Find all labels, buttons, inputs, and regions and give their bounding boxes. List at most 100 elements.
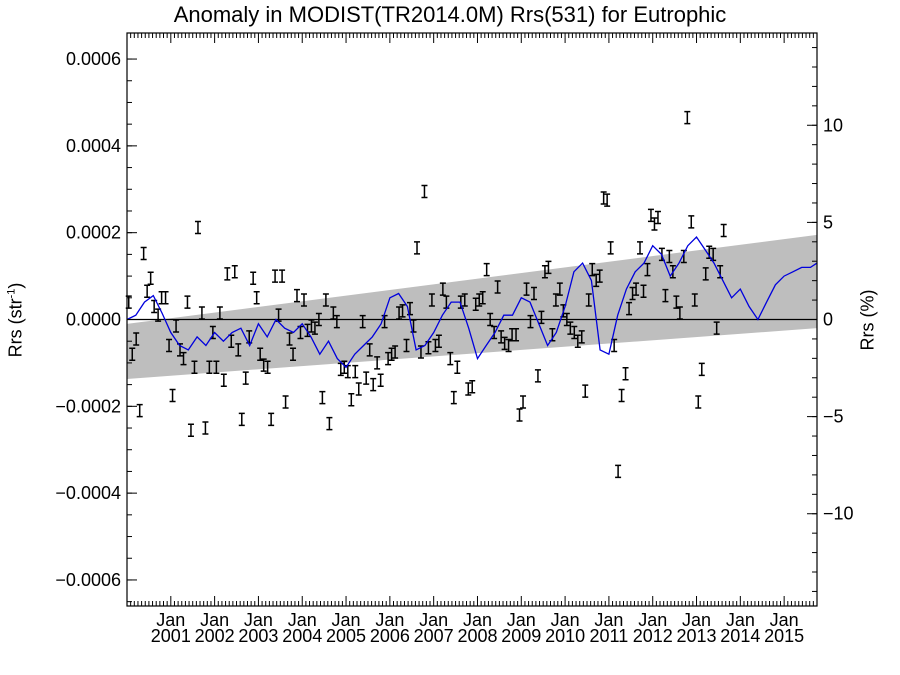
data-point	[454, 360, 461, 374]
x-tick-label-month: Jan	[507, 610, 536, 630]
data-point	[213, 360, 220, 374]
data-point	[388, 347, 395, 361]
y-tick-label: 0.0006	[66, 49, 121, 69]
data-point	[282, 395, 289, 409]
x-tick-label-month: Jan	[156, 610, 185, 630]
data-point	[644, 262, 651, 277]
data-point	[224, 267, 231, 281]
data-point	[618, 388, 625, 403]
data-point	[582, 384, 589, 398]
data-point	[392, 345, 399, 359]
x-tick-label-month: Jan	[200, 610, 229, 630]
y-tick-label: −0.0002	[55, 396, 121, 416]
data-point	[676, 306, 683, 320]
data-point	[300, 293, 307, 307]
data-point	[710, 247, 717, 262]
data-point	[136, 403, 143, 418]
data-point	[698, 362, 705, 377]
smooth-line-group	[126, 235, 818, 369]
data-point	[702, 267, 709, 281]
x-tick-label-year: 2007	[414, 626, 454, 646]
x-tick-label-year: 2003	[238, 626, 278, 646]
data-point	[133, 332, 140, 346]
data-point	[410, 319, 417, 333]
data-point	[290, 347, 297, 361]
x-tick-label-month: Jan	[682, 610, 711, 630]
data-point	[158, 291, 165, 305]
chart-title: Anomaly in MODIST(TR2014.0M) Rrs(531) fo…	[173, 2, 727, 27]
data-point	[691, 293, 698, 307]
x-tick-label-year: 2011	[590, 626, 629, 646]
data-point	[688, 215, 695, 229]
data-point	[585, 293, 592, 307]
data-point	[483, 262, 490, 277]
data-point	[293, 288, 300, 303]
data-point	[363, 371, 370, 385]
data-point	[216, 306, 223, 320]
data-point	[516, 408, 523, 422]
data-point	[257, 347, 264, 361]
x-tick-label-year: 2002	[195, 626, 235, 646]
x-tick-label-month: Jan	[770, 610, 799, 630]
x-ticks: Jan2001Jan2002Jan2003Jan2004Jan2005Jan20…	[130, 33, 818, 646]
data-point	[315, 312, 322, 327]
data-point	[129, 347, 136, 361]
data-point	[640, 284, 647, 299]
data-point	[308, 319, 315, 333]
data-point	[695, 395, 702, 409]
x-tick-label-month: Jan	[638, 610, 667, 630]
data-point	[541, 265, 548, 279]
data-point	[604, 193, 611, 207]
data-point	[399, 304, 406, 318]
data-point	[435, 334, 442, 348]
x-tick-label-month: Jan	[419, 610, 448, 630]
data-point	[202, 421, 209, 435]
data-point	[713, 321, 720, 335]
data-point	[220, 373, 227, 388]
data-point	[180, 351, 187, 366]
data-point	[147, 271, 154, 286]
x-tick-label-year: 2004	[282, 626, 322, 646]
data-point	[297, 325, 304, 340]
trend-band-group	[127, 234, 817, 379]
smooth-line	[126, 235, 818, 369]
data-point	[505, 338, 512, 353]
x-tick-label-year: 2001	[151, 626, 191, 646]
x-tick-label-year: 2013	[677, 626, 717, 646]
data-point	[589, 262, 596, 277]
data-point	[578, 330, 585, 344]
data-point	[596, 269, 603, 283]
y2-tick-label: 5	[823, 212, 833, 232]
data-point	[567, 321, 574, 335]
data-point	[421, 184, 428, 199]
data-point	[651, 217, 658, 231]
data-point	[173, 319, 180, 333]
data-point	[144, 284, 151, 299]
data-point	[260, 358, 267, 372]
data-point	[407, 301, 414, 316]
data-point	[187, 423, 194, 437]
x-tick-label-year: 2015	[764, 626, 804, 646]
data-point	[600, 191, 607, 205]
data-point	[140, 246, 147, 261]
data-point	[242, 371, 249, 385]
data-point	[479, 291, 486, 305]
y-tick-label: 0.0000	[66, 310, 121, 330]
data-point	[319, 390, 326, 405]
data-point	[304, 323, 311, 338]
data-point	[684, 110, 691, 125]
data-point	[370, 377, 377, 392]
x-tick-label-month: Jan	[244, 610, 273, 630]
x-tick-label-year: 2008	[457, 626, 497, 646]
data-point	[231, 265, 238, 279]
x-tick-label-month: Jan	[463, 610, 492, 630]
data-point	[381, 314, 388, 329]
data-point	[385, 351, 392, 366]
data-point	[264, 360, 271, 374]
data-point	[476, 293, 483, 307]
x-tick-label-year: 2006	[370, 626, 410, 646]
data-point	[574, 334, 581, 348]
data-point	[622, 367, 629, 381]
data-point	[268, 412, 275, 427]
x-tick-label-month: Jan	[551, 610, 580, 630]
